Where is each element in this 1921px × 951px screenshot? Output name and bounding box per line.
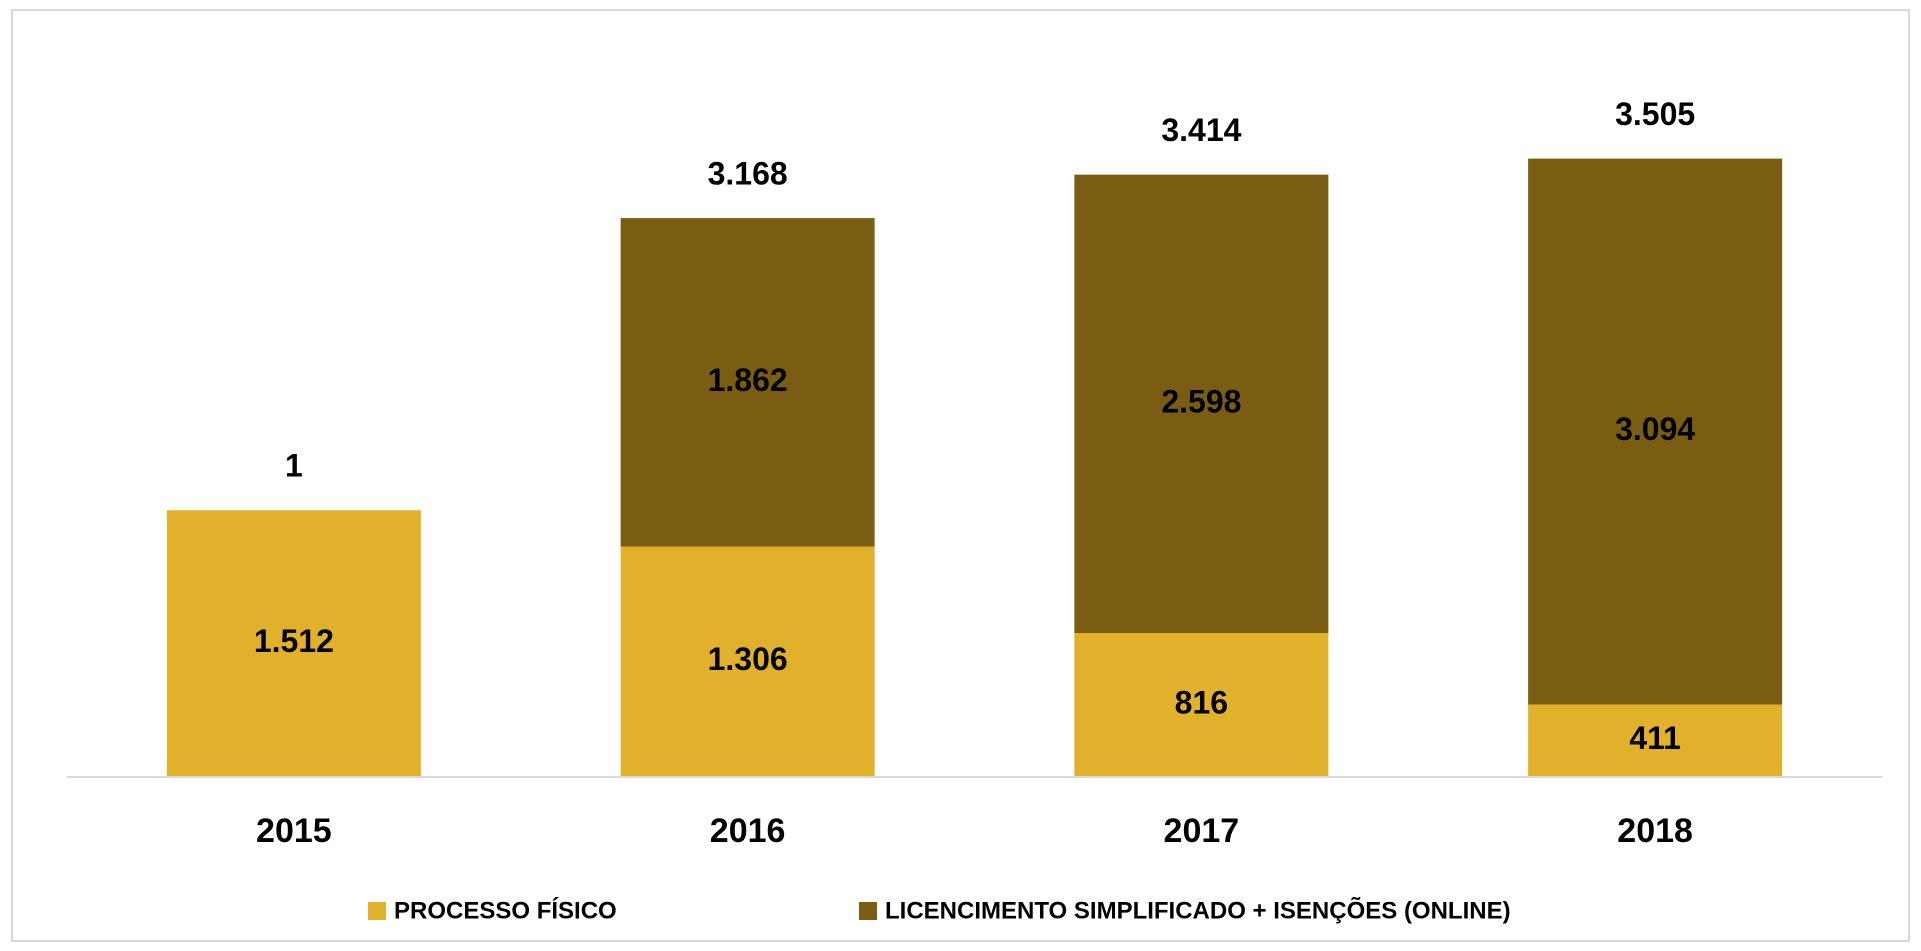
data-label: 411 (1629, 720, 1681, 756)
legend-label: PROCESSO FÍSICO (394, 896, 617, 924)
bar-segment (620, 546, 875, 777)
x-tick-label: 2015 (256, 812, 332, 850)
data-label: 1.862 (708, 362, 788, 398)
bar-segment (1528, 158, 1783, 705)
x-tick-label: 2016 (710, 812, 786, 850)
data-label: 3.094 (1615, 411, 1695, 447)
data-label: 816 (1175, 684, 1228, 720)
bar-segment (166, 510, 421, 777)
total-label: 3.505 (1615, 96, 1695, 132)
data-label: 2.598 (1161, 383, 1241, 419)
x-tick-label: 2018 (1617, 812, 1693, 850)
legend-label: LICENCIMENTO SIMPLIFICADO + ISENÇÕES (ON… (885, 896, 1511, 924)
total-label: 3.168 (708, 156, 788, 192)
bar-segment (1074, 174, 1329, 634)
x-tick-label: 2017 (1164, 812, 1240, 850)
bar-segment (1074, 633, 1329, 777)
legend-swatch (368, 902, 386, 920)
bar-segment (620, 218, 875, 547)
data-label: 1.512 (254, 623, 334, 659)
data-label: 1.306 (708, 641, 788, 677)
total-label: 3.414 (1161, 112, 1241, 148)
bar-segment (1528, 704, 1783, 777)
total-label: 1 (285, 448, 303, 484)
legend-swatch (859, 902, 877, 920)
